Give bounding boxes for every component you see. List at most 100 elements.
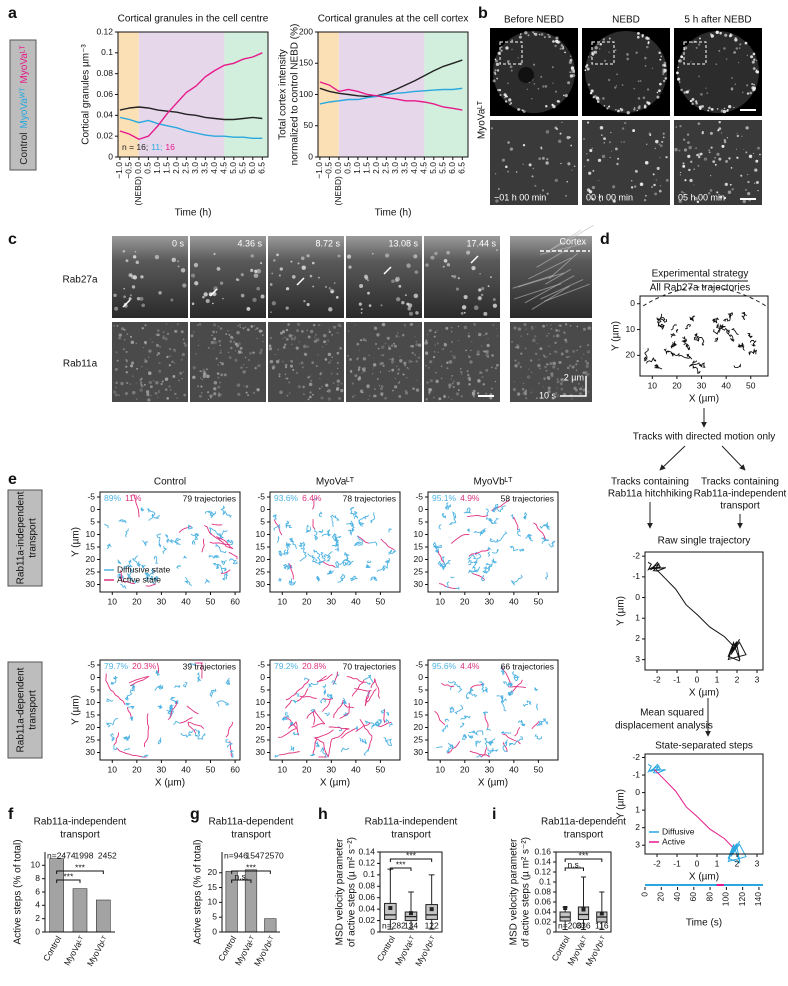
track [299, 554, 307, 562]
speckle [434, 344, 436, 346]
speckle [362, 357, 367, 361]
speckle [591, 185, 596, 190]
track [340, 747, 350, 753]
track [130, 577, 133, 581]
track [278, 550, 282, 554]
granule [510, 69, 513, 72]
flow-branch: Rab11a hitchhiking [608, 489, 692, 500]
track [153, 515, 161, 520]
speckle [274, 354, 276, 356]
arrow [659, 445, 686, 471]
speckle [710, 146, 713, 149]
speckle [141, 366, 143, 368]
speckle [207, 398, 209, 401]
speckle [228, 356, 232, 360]
speckle [679, 174, 682, 176]
track [314, 529, 318, 535]
speckle [429, 379, 433, 383]
x-axis-label: X (µm) [689, 688, 719, 699]
speckle [747, 180, 750, 184]
track [485, 516, 492, 523]
track [389, 722, 393, 727]
granule [638, 105, 641, 108]
flow-branch: transport [720, 501, 760, 512]
track [377, 719, 382, 725]
track [462, 734, 468, 739]
x-tick-label: 40 [351, 596, 361, 606]
track [382, 565, 386, 572]
track [726, 329, 730, 335]
track [493, 748, 499, 752]
granule [499, 93, 502, 97]
track [323, 742, 329, 757]
speckle [354, 324, 356, 326]
y-tick-label: 3 [635, 654, 640, 664]
speckle [608, 141, 612, 144]
speckle [712, 160, 716, 164]
track [279, 751, 300, 756]
speckle [123, 338, 126, 341]
speckle [558, 360, 562, 364]
granule [677, 77, 681, 81]
speckle [360, 339, 363, 342]
granule [545, 105, 548, 108]
track [444, 718, 450, 722]
x-tick-label: 6.5 [457, 162, 467, 174]
speckle [551, 397, 555, 400]
speckle [550, 374, 554, 378]
track [502, 742, 508, 752]
y-tick-label: 20 [86, 722, 96, 732]
speckle [415, 340, 418, 343]
speckle [603, 137, 606, 141]
track [717, 327, 723, 333]
granule [586, 67, 590, 71]
speckle [398, 381, 401, 383]
track [445, 502, 449, 508]
y-tick-label: 0.06 [96, 89, 113, 99]
y-tick-label: 5 [90, 684, 95, 694]
speckle [453, 380, 455, 382]
y-tick-label: 15 [414, 709, 424, 719]
track [123, 735, 128, 740]
track [500, 666, 505, 674]
speckle [440, 365, 443, 368]
speckle [513, 381, 515, 383]
speckle [135, 382, 137, 384]
track [303, 547, 307, 555]
speckle [745, 126, 749, 130]
track [272, 514, 277, 518]
x-tick-label: 5.0 [228, 162, 238, 174]
y-tick-label: 2 [635, 633, 640, 643]
speckle [178, 379, 180, 382]
speckle [428, 393, 431, 396]
speckle [446, 361, 449, 364]
speckle [583, 353, 585, 355]
track [510, 514, 514, 520]
speckle [239, 323, 241, 326]
track [316, 577, 320, 582]
granule [503, 96, 506, 99]
speckle [254, 366, 257, 370]
speckle [624, 121, 627, 125]
x-tick-label: 2.5 [381, 162, 391, 174]
speckle [403, 324, 406, 327]
mean-marker [429, 907, 434, 912]
granule [122, 249, 126, 253]
track [148, 575, 154, 580]
legend-box [9, 39, 37, 171]
speckle [543, 355, 546, 358]
y-tick-label: -2 [632, 752, 640, 762]
speckle [418, 325, 420, 327]
speckle [148, 380, 152, 385]
speckle [286, 377, 289, 380]
track [352, 510, 358, 517]
track [367, 735, 373, 750]
granule [608, 78, 611, 82]
granule [508, 98, 512, 102]
speckle [336, 331, 339, 334]
track [320, 555, 326, 563]
y-tick-label: 0.14 [358, 846, 375, 856]
track [501, 531, 508, 539]
track [472, 730, 478, 736]
y-tick-label: 15 [414, 541, 424, 551]
